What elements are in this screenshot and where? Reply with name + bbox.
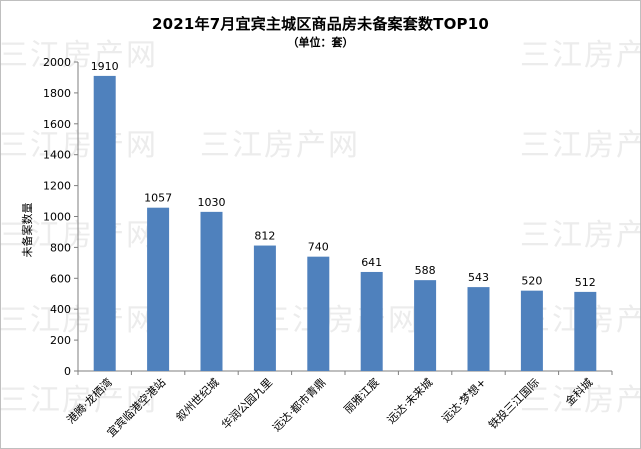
x-tick-label: 金科城 [562,375,595,408]
x-tick-label: 远达·未来城 [385,376,436,427]
y-tick-label: 1000 [43,211,71,224]
chart-title: 2021年7月宜宾主城区商品房未备案套数TOP10 [151,15,490,33]
y-tick-label: 600 [50,272,71,285]
bar [93,75,116,371]
data-label: 1030 [198,196,226,209]
x-tick-label: 铁投三江国际 [485,375,542,432]
x-tick-label: 丽雅江宸 [341,375,382,416]
y-tick-label: 0 [64,365,71,378]
bar [253,245,276,371]
data-label: 512 [575,276,596,289]
x-tick-label: 远达·梦想+ [439,375,489,425]
chart-subtitle: （单位：套） [287,36,354,49]
x-tick-label: 叙州世纪城 [173,375,222,424]
data-label: 1057 [144,192,172,205]
y-tick-label: 1400 [43,149,71,162]
x-tick-label: 华润公园九里 [218,375,275,432]
x-tick-label: 远达·都市青鼎 [269,375,328,434]
bar [467,287,490,371]
y-tick-label: 800 [50,241,71,254]
y-tick-label: 1600 [43,118,71,131]
bar [520,290,543,371]
bar [414,280,437,371]
data-label: 588 [415,264,436,277]
data-label: 543 [468,271,489,284]
data-label: 740 [308,241,329,254]
y-tick-label: 200 [50,334,71,347]
x-tick-label: 港腾·龙栖湾 [64,375,115,426]
data-label: 520 [521,275,542,288]
bar [360,271,383,371]
bar [307,256,330,371]
bar [574,291,597,371]
y-tick-label: 2000 [43,56,71,69]
data-label: 641 [361,256,382,269]
y-tick-label: 1200 [43,180,71,193]
y-tick-label: 1800 [43,87,71,100]
bar [200,211,223,371]
bar [147,207,170,371]
y-tick-label: 400 [50,303,71,316]
data-label: 1910 [91,60,119,73]
data-label: 812 [254,230,275,243]
